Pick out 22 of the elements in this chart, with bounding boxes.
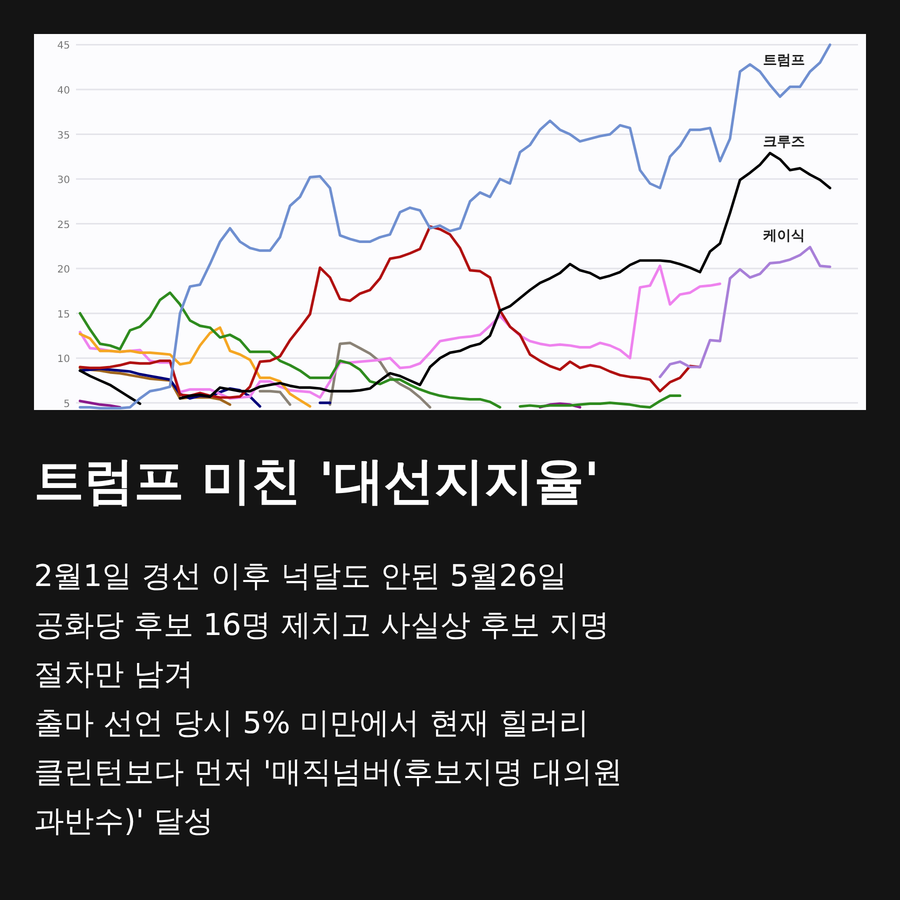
y-tick-label: 35	[57, 130, 70, 142]
series-label: 트럼프	[763, 52, 805, 69]
text: 2월1일 경선 이후 넉달도 안된 5월26일	[34, 558, 568, 596]
line-series	[78, 326, 312, 408]
y-tick-label: 25	[57, 220, 70, 231]
text: 클린턴보다 먼저 '매직넘버(후보지명 대의원	[34, 754, 623, 792]
text: 과반수)' 달성	[34, 803, 214, 841]
y-tick-label: 10	[57, 354, 70, 366]
y-tick-label: 20	[57, 264, 70, 276]
y-tick-label: 30	[57, 175, 70, 186]
y-tick-label: 15	[57, 309, 70, 320]
y-tick-label: 5	[64, 398, 70, 410]
text: 절차만 남겨	[34, 656, 195, 694]
y-tick-label: 40	[57, 86, 70, 97]
text: 공화당 후보 16명 제치고 사실상 후보 지명	[34, 607, 610, 645]
series-label: 크루즈	[763, 134, 805, 150]
line-series	[658, 246, 832, 378]
series-label: 케이식	[763, 228, 805, 244]
line-series	[78, 43, 832, 410]
text: 트럼프 미친 '대선지지율'	[34, 451, 600, 512]
y-tick-label: 45	[57, 40, 70, 52]
text: 출마 선언 당시 5% 미만에서 현재 힐러리	[34, 705, 590, 743]
